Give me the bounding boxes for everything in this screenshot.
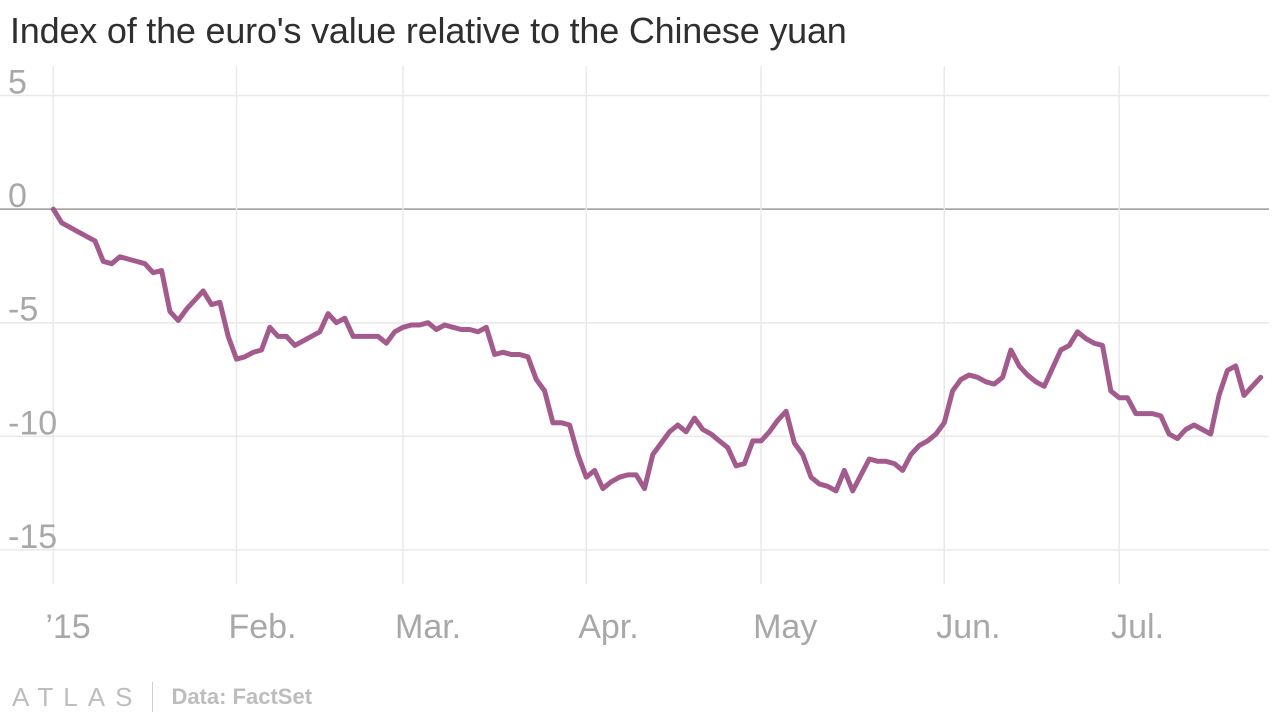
y-tick-label: -5 bbox=[8, 291, 38, 329]
x-tick-label: Mar. bbox=[395, 608, 461, 646]
grid-layer bbox=[0, 66, 1269, 584]
x-tick-label: ’15 bbox=[45, 608, 90, 646]
y-tick-label: 0 bbox=[8, 177, 27, 215]
x-tick-label: Feb. bbox=[229, 608, 297, 646]
chart-title: Index of the euro's value relative to th… bbox=[10, 10, 847, 51]
y-tick-label: -10 bbox=[8, 404, 57, 442]
footer: ATLAS Data: FactSet bbox=[12, 680, 312, 714]
axis-labels: 5 0 -5 -10 -15 ’15 Feb. Mar. Apr. May Jun. Jul. bbox=[8, 64, 1164, 646]
atlas-logo: ATLAS bbox=[12, 681, 143, 712]
x-tick-label: Apr. bbox=[578, 608, 638, 646]
series-line bbox=[50, 206, 1264, 494]
x-tick-label: Jun. bbox=[936, 608, 1000, 646]
y-tick-label: 5 bbox=[8, 64, 27, 102]
footer-divider bbox=[152, 682, 154, 712]
data-source: Data: FactSet bbox=[171, 684, 313, 709]
x-tick-label: May bbox=[753, 608, 817, 646]
y-tick-label: -15 bbox=[8, 518, 57, 556]
x-tick-label: Jul. bbox=[1111, 608, 1164, 646]
